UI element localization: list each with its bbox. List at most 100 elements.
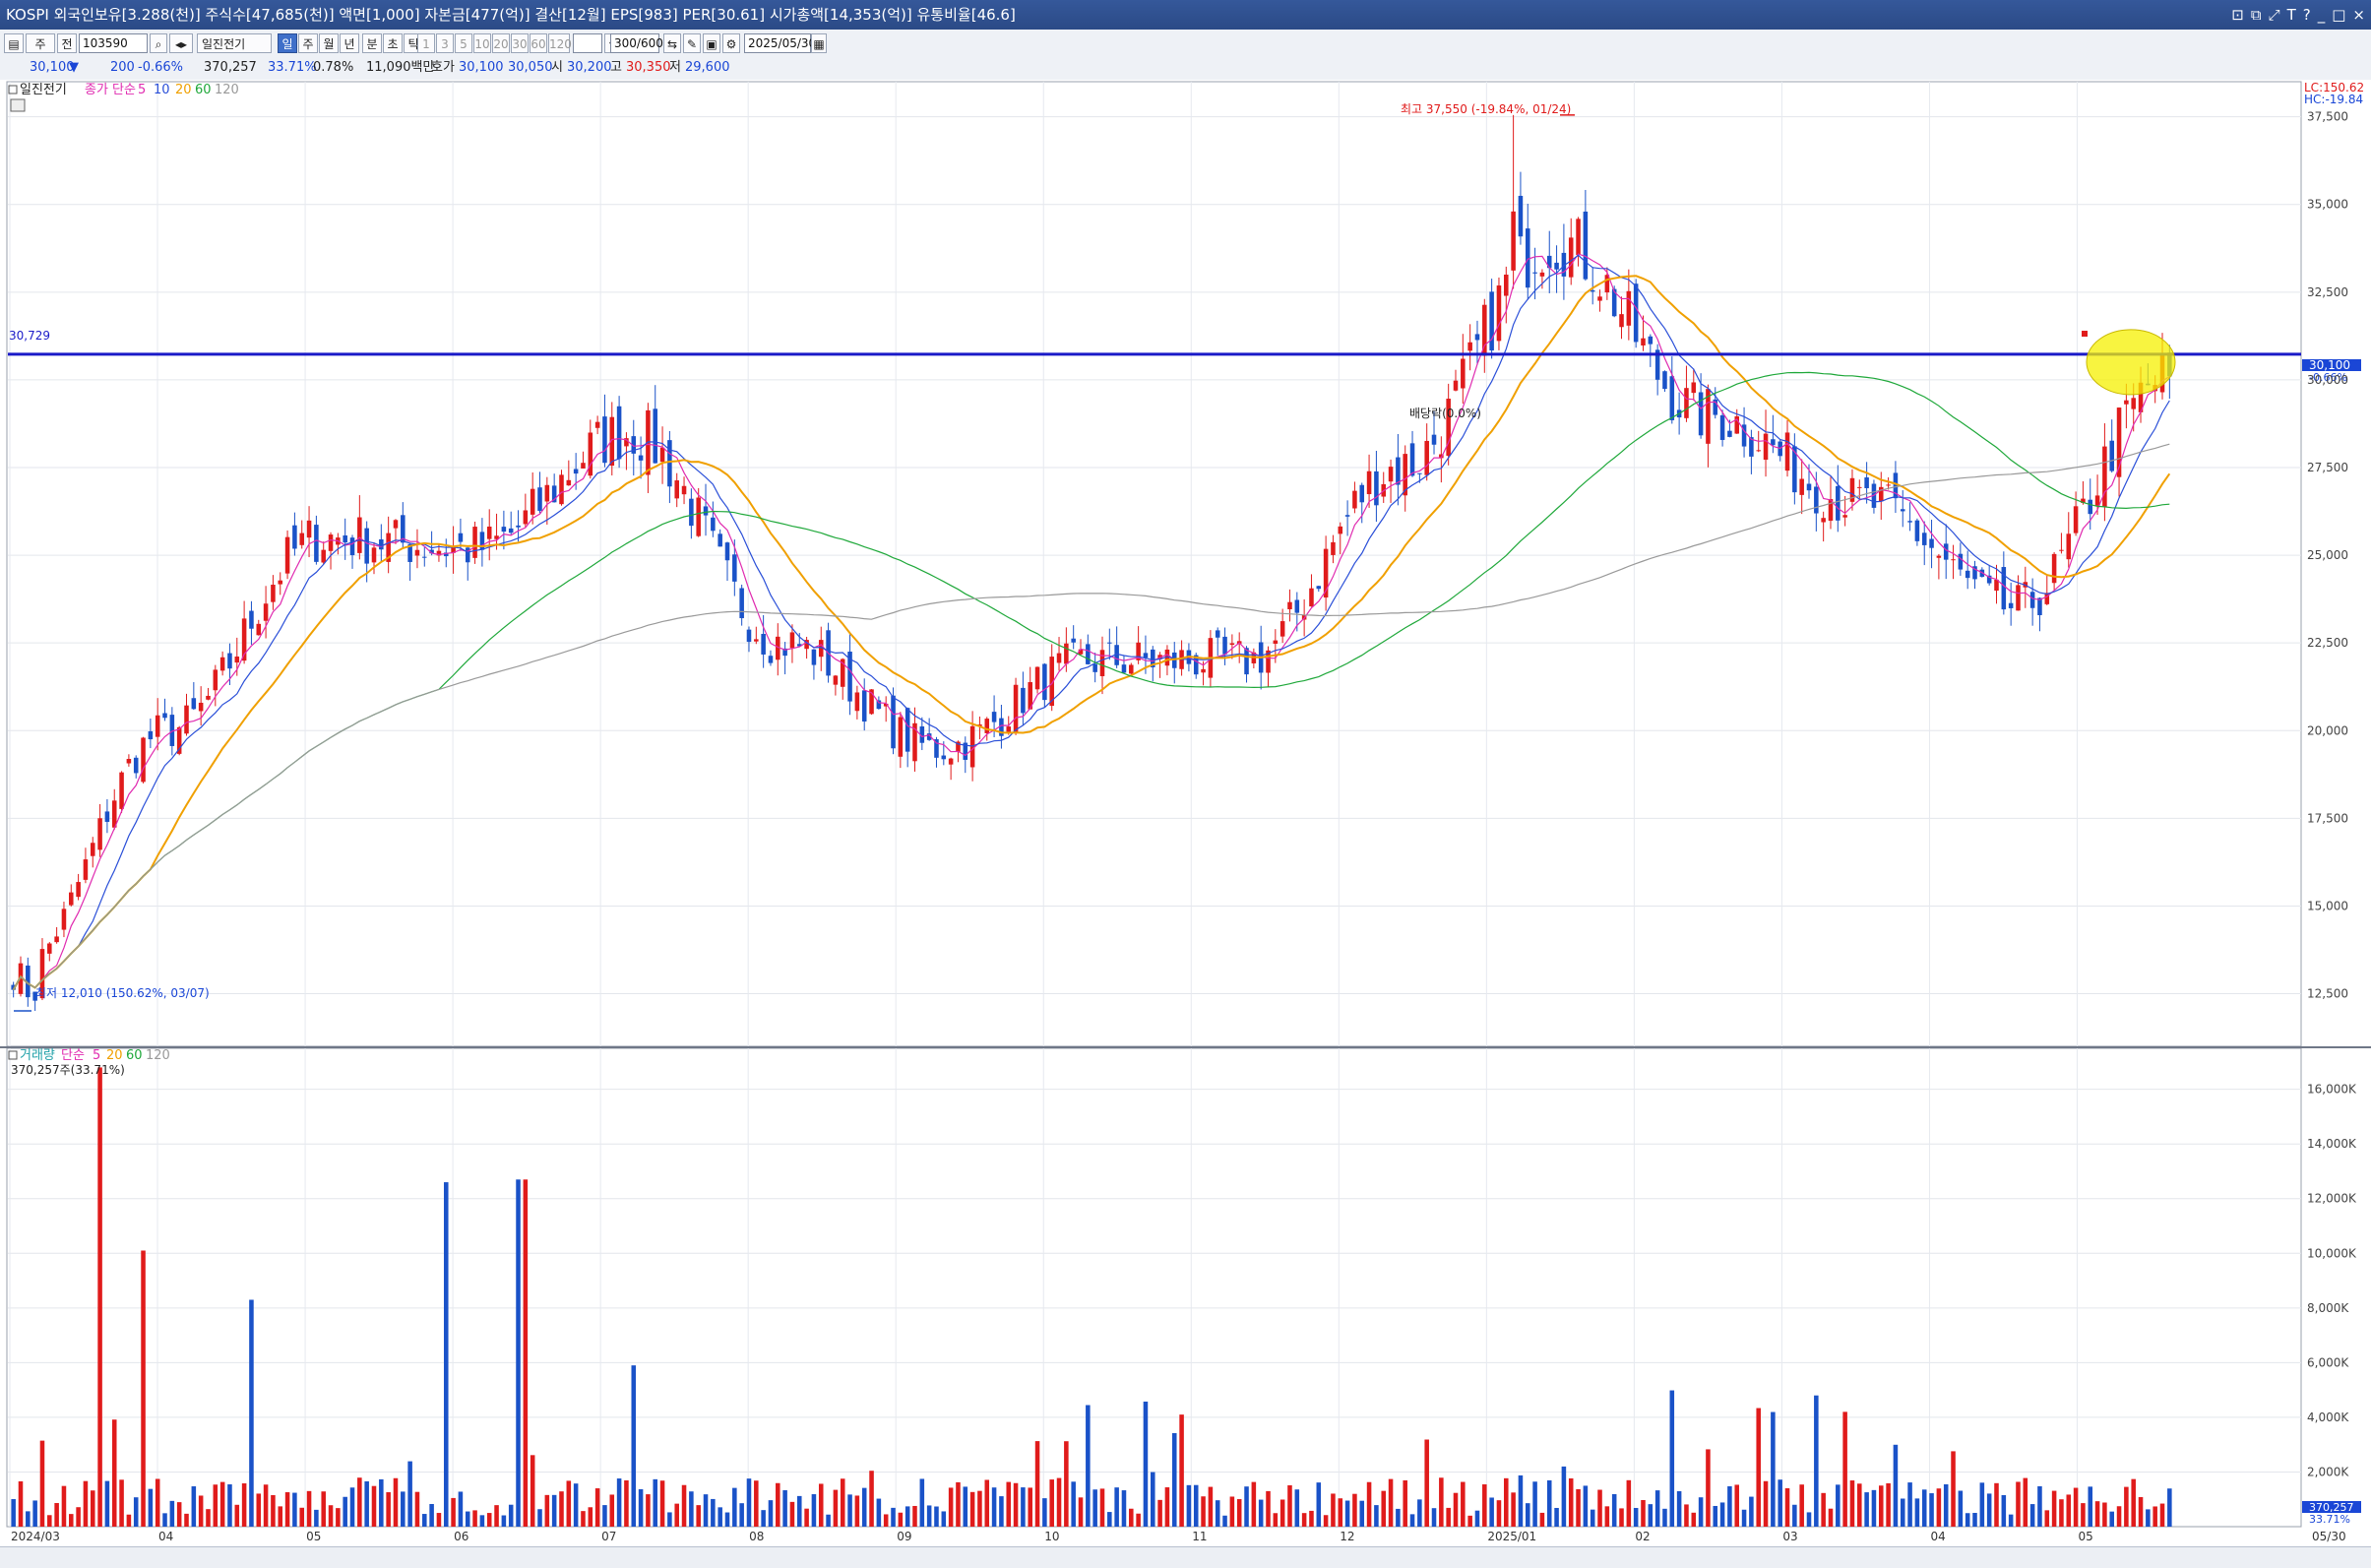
volume-bar	[2066, 1494, 2072, 1527]
candle-body	[754, 639, 759, 642]
search-icon[interactable]: ⌕	[150, 33, 167, 53]
custom-interval-input[interactable]	[573, 33, 602, 53]
volume-bar	[1461, 1481, 1466, 1527]
candle-body	[833, 675, 839, 685]
candle-body	[486, 527, 492, 539]
save-icon[interactable]: ▣	[703, 33, 720, 53]
high-label: 고	[610, 60, 622, 75]
settings-icon[interactable]: ⚙	[722, 33, 740, 53]
menu-icon[interactable]: ▤	[4, 33, 24, 53]
candle-body	[133, 757, 139, 774]
date-input[interactable]: 2025/05/30	[744, 33, 816, 53]
expand-icon[interactable]: ⤢	[2268, 6, 2280, 24]
price-legend-ma: 종가 단순	[85, 83, 136, 97]
period-minute[interactable]: 분	[362, 33, 382, 53]
candle-body	[1107, 642, 1112, 644]
count-input[interactable]: 300/600	[610, 33, 663, 53]
volume-bar	[364, 1480, 369, 1527]
maximize-button[interactable]: □	[2332, 6, 2346, 24]
candle-body	[1396, 457, 1401, 485]
stock-name-field[interactable]: 일진전기	[197, 33, 272, 53]
chart-area[interactable]: 일진전기 종가 단순 5 10 20 60 120 거래량 단순 5 20 60…	[0, 80, 2371, 1567]
interval-10[interactable]: 10	[473, 33, 491, 53]
candle-body	[818, 640, 824, 658]
market-select[interactable]: 주	[26, 33, 55, 53]
volume-bar	[732, 1487, 737, 1527]
volume-bar	[1266, 1490, 1271, 1527]
candle-body	[479, 532, 485, 550]
period-day[interactable]: 일	[278, 33, 297, 53]
ma20-label: 20	[175, 83, 192, 97]
period-year[interactable]: 년	[340, 33, 359, 53]
candle-body	[1323, 548, 1329, 598]
interval-30[interactable]: 30	[511, 33, 529, 53]
font-icon[interactable]: T	[2286, 6, 2296, 24]
zoom-icon[interactable]: ⇆	[663, 33, 681, 53]
volume-bar	[443, 1182, 449, 1527]
volume-bar	[1921, 1489, 1927, 1527]
layout-icon[interactable]: ⊡	[2231, 6, 2244, 24]
volume-bar	[2094, 1501, 2100, 1527]
stock-code-input[interactable]: 103590	[79, 33, 148, 53]
current-price: 30,100	[30, 60, 75, 75]
volume-toggle-icon[interactable]	[8, 1050, 18, 1060]
draw-icon[interactable]: ✎	[683, 33, 701, 53]
candle-body	[1266, 650, 1271, 673]
price-tick-label: 35,000	[2307, 198, 2348, 212]
volume-bar	[213, 1484, 218, 1527]
period-month[interactable]: 월	[319, 33, 339, 53]
candle-body	[1698, 392, 1704, 436]
x-tick-label: 02	[1635, 1530, 1650, 1543]
close-button[interactable]: ×	[2352, 6, 2365, 24]
candle-body	[1439, 454, 1444, 459]
volume-bar	[458, 1491, 464, 1527]
period-week[interactable]: 주	[298, 33, 318, 53]
candle-body	[126, 759, 132, 764]
interval-3[interactable]: 3	[436, 33, 454, 53]
candle-body	[2124, 400, 2129, 405]
volume-bar	[336, 1508, 341, 1527]
stock-chart[interactable]: 일진전기 종가 단순 5 10 20 60 120 거래량 단순 5 20 60…	[0, 80, 2371, 1546]
x-tick-label: 10	[1044, 1530, 1059, 1543]
candle-body	[1972, 566, 1977, 580]
candle-body	[1626, 290, 1632, 326]
interval-20[interactable]: 20	[492, 33, 510, 53]
volume-bar	[782, 1489, 787, 1527]
volume-bar	[609, 1494, 615, 1527]
candle-body	[2051, 553, 2057, 584]
volume-bar	[1518, 1474, 1524, 1527]
minimize-button[interactable]: _	[2317, 6, 2326, 24]
prev-next-icon[interactable]: ◂▸	[169, 33, 193, 53]
volume-bar	[2146, 1509, 2151, 1527]
candle-body	[1799, 478, 1804, 495]
interval-120[interactable]: 120	[548, 33, 572, 53]
horizontal-scrollbar[interactable]	[0, 1546, 2371, 1568]
volume-bar	[667, 1512, 672, 1527]
volume-bar	[1633, 1507, 1639, 1527]
candle-body	[1914, 520, 1920, 541]
volume-bar	[2153, 1506, 2157, 1527]
help-icon[interactable]: ?	[2302, 6, 2311, 24]
volume-bar	[718, 1507, 722, 1527]
interval-1[interactable]: 1	[417, 33, 435, 53]
period-second[interactable]: 초	[383, 33, 403, 53]
volume-bar	[1359, 1500, 1365, 1527]
high-price: 30,350	[626, 60, 671, 75]
volume-bar	[1763, 1480, 1769, 1527]
price-tick-label: 27,500	[2307, 461, 2348, 474]
panel-menu-icon[interactable]	[10, 98, 26, 112]
volume-bar	[1301, 1513, 1307, 1527]
interval-60[interactable]: 60	[530, 33, 547, 53]
all-button[interactable]: 전	[57, 33, 77, 53]
volume-bar	[1749, 1496, 1754, 1527]
candle-body	[689, 498, 694, 527]
panel-toggle-icon[interactable]	[8, 85, 18, 94]
volume-bar	[1662, 1508, 1667, 1527]
interval-5[interactable]: 5	[455, 33, 472, 53]
volume-bar	[1741, 1509, 1747, 1527]
calendar-icon[interactable]: ▦	[811, 33, 827, 53]
volume-bar	[1114, 1487, 1119, 1527]
volume-tick-label: 2,000K	[2307, 1465, 2349, 1478]
restore-icon[interactable]: ⧉	[2250, 6, 2262, 24]
volume-bar	[1467, 1515, 1472, 1527]
